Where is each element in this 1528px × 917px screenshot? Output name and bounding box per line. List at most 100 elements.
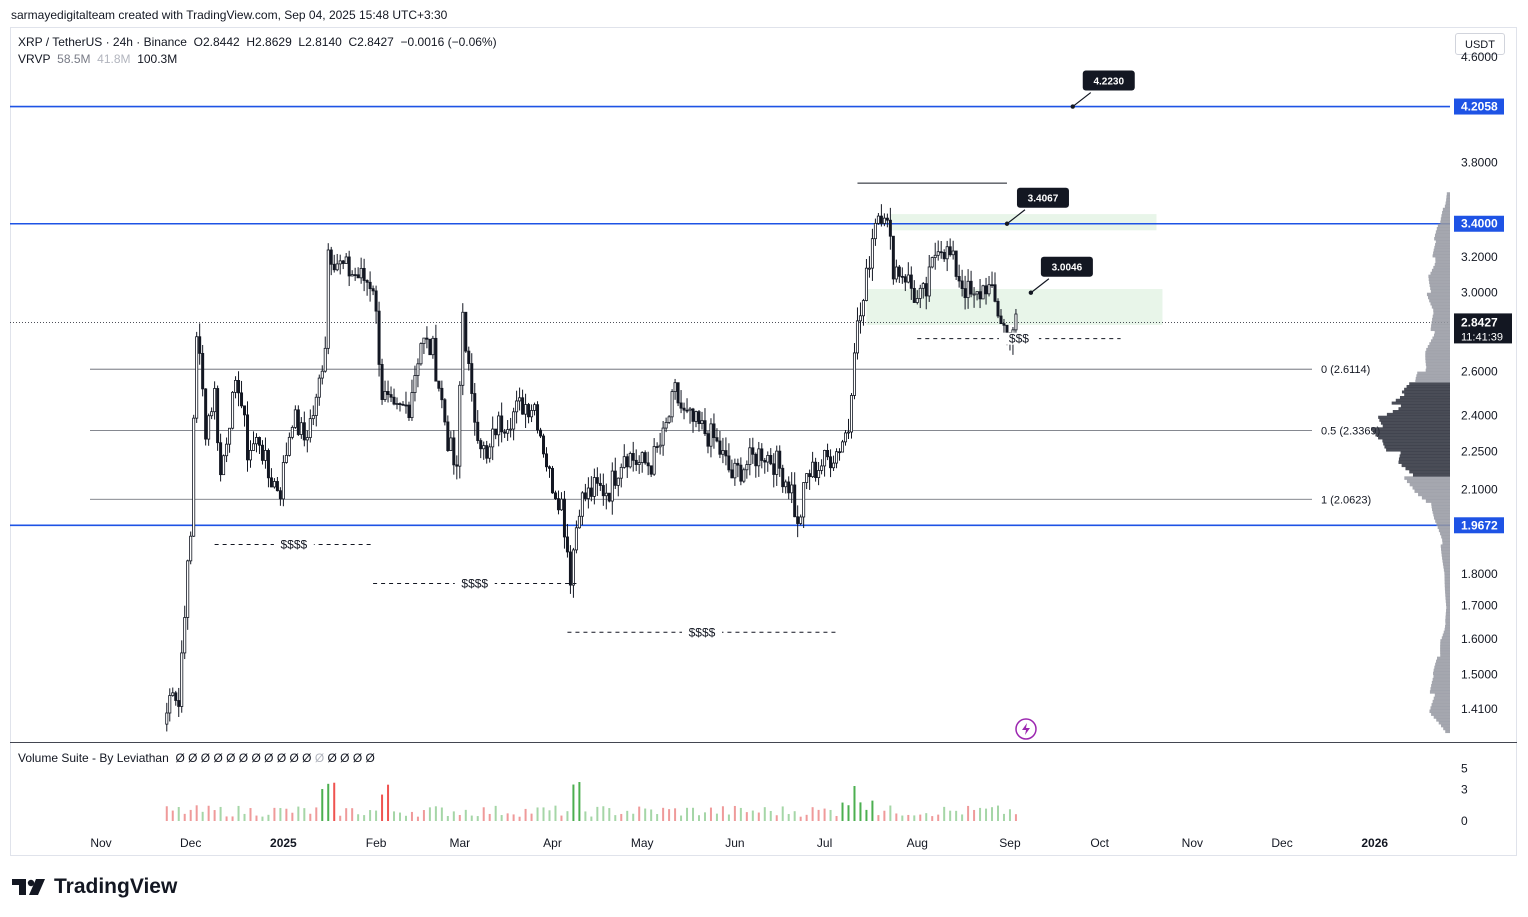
volume-bar [183,813,186,821]
volume-bar [620,813,623,821]
candle-body [975,291,979,295]
volume-bar [901,815,904,821]
volume-bar [739,807,742,821]
candle-body [246,414,250,461]
candle-body [622,456,626,468]
candle-body [921,283,925,289]
price-tick-6: 2.2500 [1461,444,1498,458]
candle-body [440,387,444,401]
candle-body [278,490,282,500]
volume-bar [416,816,419,821]
replay-icon[interactable] [1015,718,1037,740]
volume-profile-bar [1431,505,1450,509]
volume-bar [267,814,270,821]
volume-bar [680,815,683,821]
candle-body [972,293,976,296]
candle-body [219,442,223,476]
vrvp-legend[interactable]: VRVP 58.5M 41.8M 100.3M [18,52,177,66]
callout-box-0 [1082,70,1135,91]
candle-body [305,437,309,441]
candle-body [655,446,659,448]
candle-body [790,484,794,494]
volume-profile-bar [1442,562,1450,566]
candle-body [243,405,247,416]
candle-body [222,455,226,476]
volume-bar [566,811,569,821]
time-tick-10: Sep [999,836,1021,850]
volume-profile-bar [1445,615,1450,620]
volume-profile-bar [1444,586,1450,591]
candle-body [811,461,815,478]
candle-body [996,300,1000,317]
volume-profile-bar [1401,390,1450,394]
candle-body [888,219,892,237]
volume-profile-bar [1433,311,1450,315]
time-tick-9: Aug [907,836,928,850]
candle-body [416,363,420,376]
volume-bar [991,807,994,821]
candle-body [577,515,581,529]
pane-divider[interactable] [10,742,1517,743]
volume-tick-1: 3 [1461,782,1468,796]
volume-profile-bar [1429,690,1450,694]
tradingview-brand: TradingView [12,875,177,899]
volume-profile-bar [1430,327,1450,332]
volume-profile-bar [1426,347,1450,352]
time-tick-8: Jul [817,836,832,850]
volume-indicator-legend[interactable]: Volume Suite - By Leviathan Ø Ø Ø Ø Ø Ø … [18,751,375,765]
volume-bar [255,815,258,821]
volume-bar [608,808,611,821]
volume-bar [404,815,407,821]
volume-bar [698,815,700,821]
volume-profile-bar [1444,574,1450,578]
candle-body [838,451,842,454]
volume-profile-bar [1444,204,1450,209]
fib-label-0: 0 (2.6114) [1321,364,1370,376]
candle-body [652,446,656,475]
candle-body [757,448,761,467]
candle-body [861,300,865,317]
candle-body [945,246,949,260]
volume-profile-bar [1418,492,1450,497]
candle-body [464,311,468,352]
volume-profile-bar [1440,217,1450,221]
volume-profile-bar [1425,499,1450,503]
volume-profile-bar [1399,454,1450,458]
volume-profile-bar [1386,412,1450,416]
candle-body [772,463,776,475]
volume-profile-bar [1438,721,1450,725]
candle-body [320,370,324,379]
candle-body [718,440,722,455]
candle-body [841,441,845,453]
volume-tick-2: 0 [1461,814,1468,828]
currency-button[interactable]: USDT [1455,33,1505,55]
candle-body [263,450,267,461]
volume-bar [656,814,659,821]
volume-bar [644,808,647,821]
volume-bar [530,813,533,821]
symbol-label[interactable]: XRP / TetherUS · 24h · Binance [18,35,187,49]
time-tick-11: Oct [1090,836,1109,850]
volume-bar [303,808,306,821]
candle-body [984,285,988,295]
volume-bar [841,802,844,821]
candle-body [954,250,958,277]
candle-body [733,462,737,479]
volume-profile-bar [1445,622,1450,626]
volume-profile-bar [1430,271,1450,275]
volume-profile-bar [1443,727,1450,731]
volume-bar [787,814,790,821]
volume-bar [871,800,874,821]
candle-body [216,388,220,444]
candle-body [924,283,928,297]
callout-pointer-1 [1006,209,1026,225]
volume-bar [584,811,587,821]
candle-body [586,487,590,499]
candle-body [497,415,501,436]
volume-profile-bar [1446,609,1450,613]
volume-bar [931,816,934,821]
candle-body [356,274,360,279]
volume-profile-bar [1383,442,1450,446]
volume-profile-bar [1430,339,1450,343]
